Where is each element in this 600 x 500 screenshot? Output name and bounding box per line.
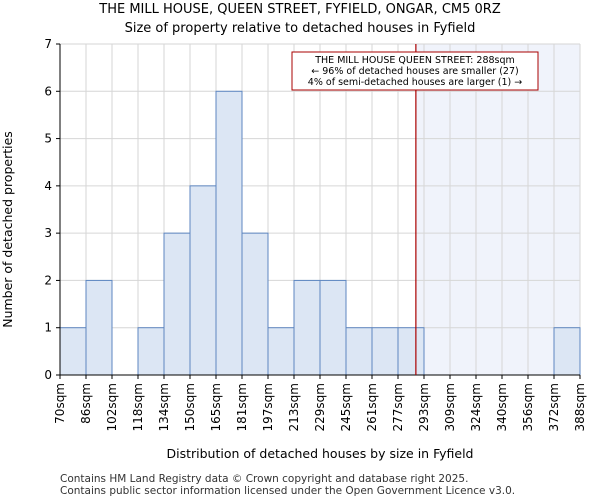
y-tick-label: 6 bbox=[44, 84, 52, 98]
x-tick-label: 102sqm bbox=[105, 383, 119, 431]
y-tick-label: 4 bbox=[44, 179, 52, 193]
y-tick-label: 1 bbox=[44, 321, 52, 335]
larger-region-shading bbox=[415, 44, 580, 375]
x-tick-label: 150sqm bbox=[183, 383, 197, 431]
y-tick-label: 5 bbox=[44, 132, 52, 146]
histogram-bar bbox=[189, 185, 217, 376]
histogram-bar bbox=[137, 327, 165, 376]
y-tick-label: 7 bbox=[44, 37, 52, 51]
histogram-bar bbox=[215, 90, 243, 376]
x-tick-label: 134sqm bbox=[157, 383, 171, 431]
x-tick-label: 356sqm bbox=[521, 383, 535, 431]
x-tick-label: 340sqm bbox=[495, 383, 509, 431]
x-tick-label: 213sqm bbox=[287, 383, 301, 431]
x-tick-label: 372sqm bbox=[547, 383, 561, 431]
chart-title: THE MILL HOUSE, QUEEN STREET, FYFIELD, O… bbox=[99, 2, 501, 17]
histogram-bar bbox=[293, 279, 321, 376]
x-tick-label: 181sqm bbox=[235, 383, 249, 431]
histogram-bar bbox=[345, 327, 373, 376]
x-tick-label: 118sqm bbox=[131, 383, 145, 431]
histogram-bar bbox=[85, 279, 113, 376]
x-tick-label: 245sqm bbox=[339, 383, 353, 431]
histogram-bar bbox=[59, 327, 87, 376]
histogram-bar bbox=[267, 327, 295, 376]
y-tick-label: 3 bbox=[44, 226, 52, 240]
x-tick-label: 229sqm bbox=[313, 383, 327, 431]
x-tick-label: 293sqm bbox=[417, 383, 431, 431]
x-axis-title: Distribution of detached houses by size … bbox=[167, 446, 474, 461]
x-tick-label: 86sqm bbox=[79, 383, 93, 424]
annotation-line: THE MILL HOUSE QUEEN STREET: 288sqm bbox=[314, 55, 515, 66]
annotation-box bbox=[291, 51, 539, 91]
histogram-bar bbox=[319, 279, 347, 376]
y-tick-label: 0 bbox=[44, 368, 52, 382]
footer-line-2: Contains public sector information licen… bbox=[60, 485, 516, 497]
x-tick-label: 324sqm bbox=[469, 383, 483, 431]
x-tick-label: 309sqm bbox=[443, 383, 457, 431]
y-tick-label: 2 bbox=[44, 273, 52, 287]
annotation-line: ← 96% of detached houses are smaller (27… bbox=[311, 66, 518, 77]
histogram-bar bbox=[553, 327, 581, 376]
histogram-bar bbox=[371, 327, 399, 376]
x-tick-label: 165sqm bbox=[209, 383, 223, 431]
histogram-bar bbox=[397, 327, 425, 376]
x-tick-label: 388sqm bbox=[573, 383, 587, 431]
y-axis-title: Number of detached properties bbox=[0, 131, 15, 328]
x-tick-label: 261sqm bbox=[365, 383, 379, 431]
x-tick-label: 70sqm bbox=[53, 383, 67, 424]
x-tick-label: 197sqm bbox=[261, 383, 275, 431]
annotation-line: 4% of semi-detached houses are larger (1… bbox=[308, 77, 522, 88]
x-tick-label: 277sqm bbox=[391, 383, 405, 431]
histogram-bar bbox=[163, 232, 191, 376]
footer-line-1: Contains HM Land Registry data © Crown c… bbox=[60, 473, 469, 485]
chart-subtitle: Size of property relative to detached ho… bbox=[124, 21, 476, 36]
histogram-bar bbox=[241, 232, 269, 376]
